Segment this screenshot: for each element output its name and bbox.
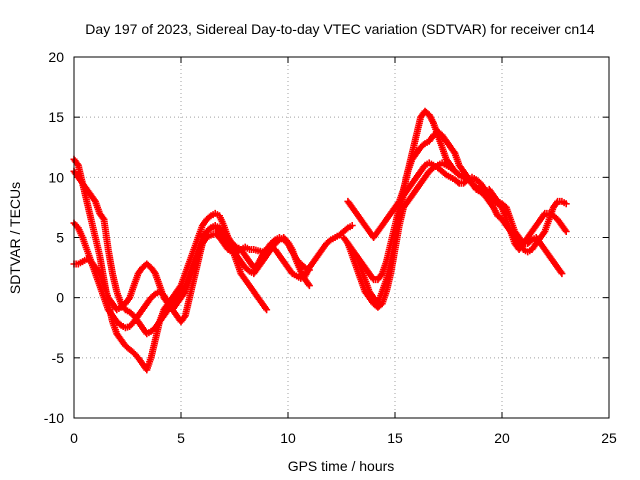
series-track-7 xyxy=(344,159,566,284)
x-axis-label: GPS time / hours xyxy=(288,458,395,474)
chart-title: Day 197 of 2023, Sidereal Day-to-day VTE… xyxy=(85,21,595,37)
y-tick-label: 10 xyxy=(48,169,64,185)
y-axis-label: SDTVAR / TECUs xyxy=(7,182,23,294)
y-tick-label: 5 xyxy=(56,230,64,246)
data-point-markers xyxy=(344,159,566,284)
y-tick-label: 15 xyxy=(48,109,64,125)
y-tick-labels: -10 -5 0 5 10 15 20 xyxy=(44,49,64,426)
x-tick-label: 25 xyxy=(601,430,617,446)
x-tick-label: 5 xyxy=(177,430,185,446)
x-tick-label: 20 xyxy=(494,430,510,446)
series-track-8 xyxy=(340,159,510,311)
data-series xyxy=(70,107,570,374)
x-tick-label: 15 xyxy=(387,430,403,446)
x-tick-labels: 0 5 10 15 20 25 xyxy=(70,430,617,446)
data-point-markers xyxy=(340,159,510,311)
x-tick-label: 10 xyxy=(280,430,296,446)
y-tick-label: -10 xyxy=(44,410,64,426)
x-tick-label: 0 xyxy=(70,430,78,446)
plot-frame xyxy=(73,56,610,419)
y-tick-label: -5 xyxy=(52,350,65,366)
y-tick-label: 0 xyxy=(56,290,64,306)
y-tick-label: 20 xyxy=(48,49,64,65)
